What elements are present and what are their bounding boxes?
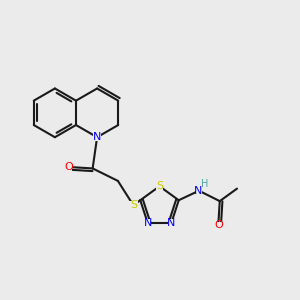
Text: N: N (194, 186, 202, 196)
Text: N: N (167, 218, 176, 228)
Bar (215, 222, 222, 229)
Bar (167, 219, 175, 227)
Text: N: N (143, 218, 152, 228)
Bar (65, 164, 72, 170)
Bar (129, 201, 137, 209)
Bar (156, 182, 164, 190)
Bar (93, 133, 101, 141)
Text: O: O (64, 162, 73, 172)
Bar (196, 188, 202, 194)
Text: S: S (156, 181, 163, 191)
Text: S: S (130, 200, 137, 210)
Text: O: O (214, 220, 223, 230)
Text: N: N (93, 132, 101, 142)
Text: H: H (201, 179, 208, 189)
Bar (144, 219, 152, 227)
